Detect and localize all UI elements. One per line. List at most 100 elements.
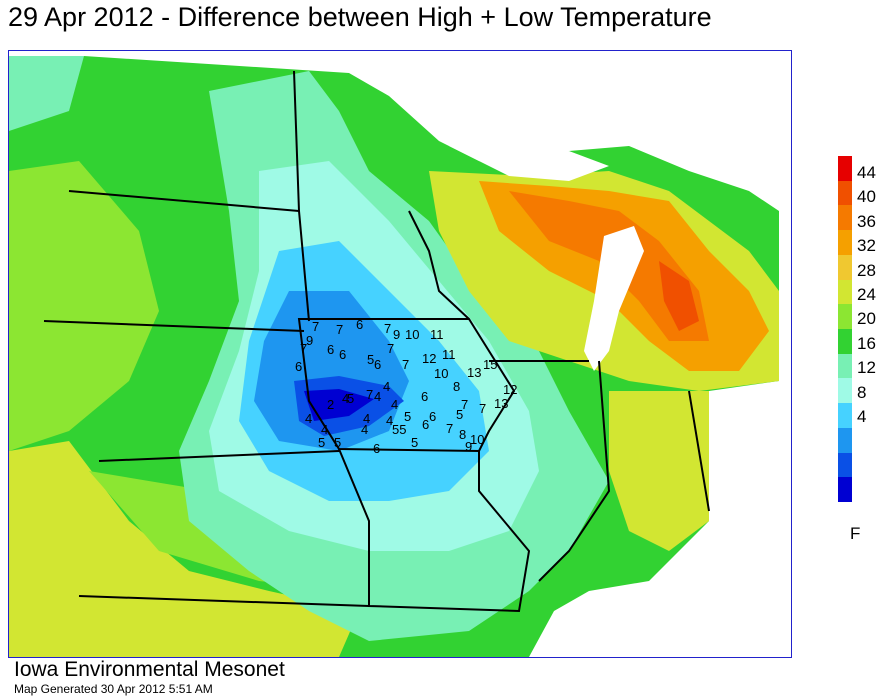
station-value: 5 [347,391,354,406]
station-value: 7 [446,421,453,436]
station-value: 5 [367,352,374,367]
station-value: 5 [411,435,418,450]
station-value: 7 [312,319,319,334]
border-dakotas [68,190,300,212]
station-value: 4 [321,422,328,437]
zone-north-cyan [9,56,84,131]
colorbar-swatch [838,279,852,305]
station-value: 13 [467,365,481,380]
station-value: 6 [429,409,436,424]
station-value: 13 [494,396,508,411]
station-value: 5 [404,409,411,424]
station-value: 6 [327,342,334,357]
station-value: 7 [479,401,486,416]
zone-lake-michigan [584,226,644,371]
colorbar-unit: F [850,524,861,543]
station-value: 6 [356,317,363,332]
station-value: 4 [374,389,381,404]
station-value: 11 [442,347,456,362]
station-value: 7 [384,321,391,336]
colorbar-label: 8 [857,382,867,402]
station-value: 4 [361,422,368,437]
station-value: 4 [342,391,349,406]
colorbar-swatch [838,403,852,429]
station-value: 6 [339,347,346,362]
station-value: 4 [305,411,312,426]
station-value: 4 [391,397,398,412]
colorbar-swatch [838,205,852,231]
station-value: 6 [373,441,380,456]
station-value: 8 [459,427,466,442]
border-iowa [297,318,516,453]
station-value: 12 [503,382,517,397]
map-panel: 7 7 6 7 9 10 11 9 7 6 6 7 5 6 7 12 11 10 13 15 6 7 5 4 4 8 12 4 2 4 4 4… [8,50,792,658]
station-value: 10 [470,432,484,447]
station-value: 7 [461,397,468,412]
station-value: 9 [465,439,472,454]
station-value: 7 [300,341,307,356]
station-value: 15 [483,357,497,372]
station-value: 8 [453,379,460,394]
border-nd-mn [293,70,310,322]
border-ne-ks [98,450,340,462]
footer-organization: Iowa Environmental Mesonet [14,658,285,681]
colorbar-label: 32 [857,236,876,256]
colorbar-label: 40 [857,187,876,207]
zone-michigan-hot [659,261,699,331]
colorbar-swatch [838,427,852,454]
station-value: 5 [318,435,325,450]
colorbar-label: 44 [857,163,876,182]
colorbar-swatch [838,180,852,206]
station-value: 55 [392,422,406,437]
station-value: 7 [402,357,409,372]
station-value: 7 [366,387,373,402]
border-il-in [538,360,611,582]
border-mn-wi [408,210,470,320]
colorbar-label: 4 [857,407,867,426]
station-value: 4 [363,411,370,426]
station-value: 10 [405,327,419,342]
station-value: 9 [306,333,313,348]
border-ks-ok [78,595,370,607]
colorbar-label: 20 [857,309,876,329]
station-value: 5 [334,435,341,450]
colorbar [838,156,852,503]
colorbar-swatch [838,477,852,503]
station-value: 7 [336,322,343,337]
colorbar-label: 36 [857,211,876,231]
state-borders [43,70,710,613]
station-value: 6 [295,359,302,374]
zone-west-lightgreen [9,161,159,451]
colorbar-swatch [838,378,852,404]
zone-central-deepblue [304,389,374,421]
border-sd-ne [43,320,305,332]
station-value: 12 [422,351,436,366]
border-mo [338,448,531,613]
colorbar-label: 12 [857,358,876,378]
colorbar-swatch [838,156,852,182]
colorbar-swatch [838,230,852,256]
map-title: 29 Apr 2012 - Difference between High + … [8,2,712,32]
zone-lake-superior [449,146,609,181]
colorbar-swatch [838,254,852,281]
zone-east-yellowgreen [609,391,709,551]
station-value: 6 [421,389,428,404]
station-value: 2 [327,397,334,412]
colorbar-swatch [838,329,852,355]
station-value: 4 [386,413,393,428]
border-in-oh [688,390,710,512]
station-value: 6 [422,417,429,432]
station-value: 11 [430,327,444,342]
station-value: 5 [456,407,463,422]
colorbar-label: 16 [857,333,876,353]
station-value: 7 [387,341,394,356]
station-value: 4 [383,379,390,394]
footer-generated: Map Generated 30 Apr 2012 5:51 AM [14,682,213,696]
colorbar-swatch [838,353,852,379]
colorbar-swatch [838,304,852,330]
colorbar-swatch [838,452,852,478]
station-value: 6 [374,357,381,372]
station-value: 10 [434,366,448,381]
